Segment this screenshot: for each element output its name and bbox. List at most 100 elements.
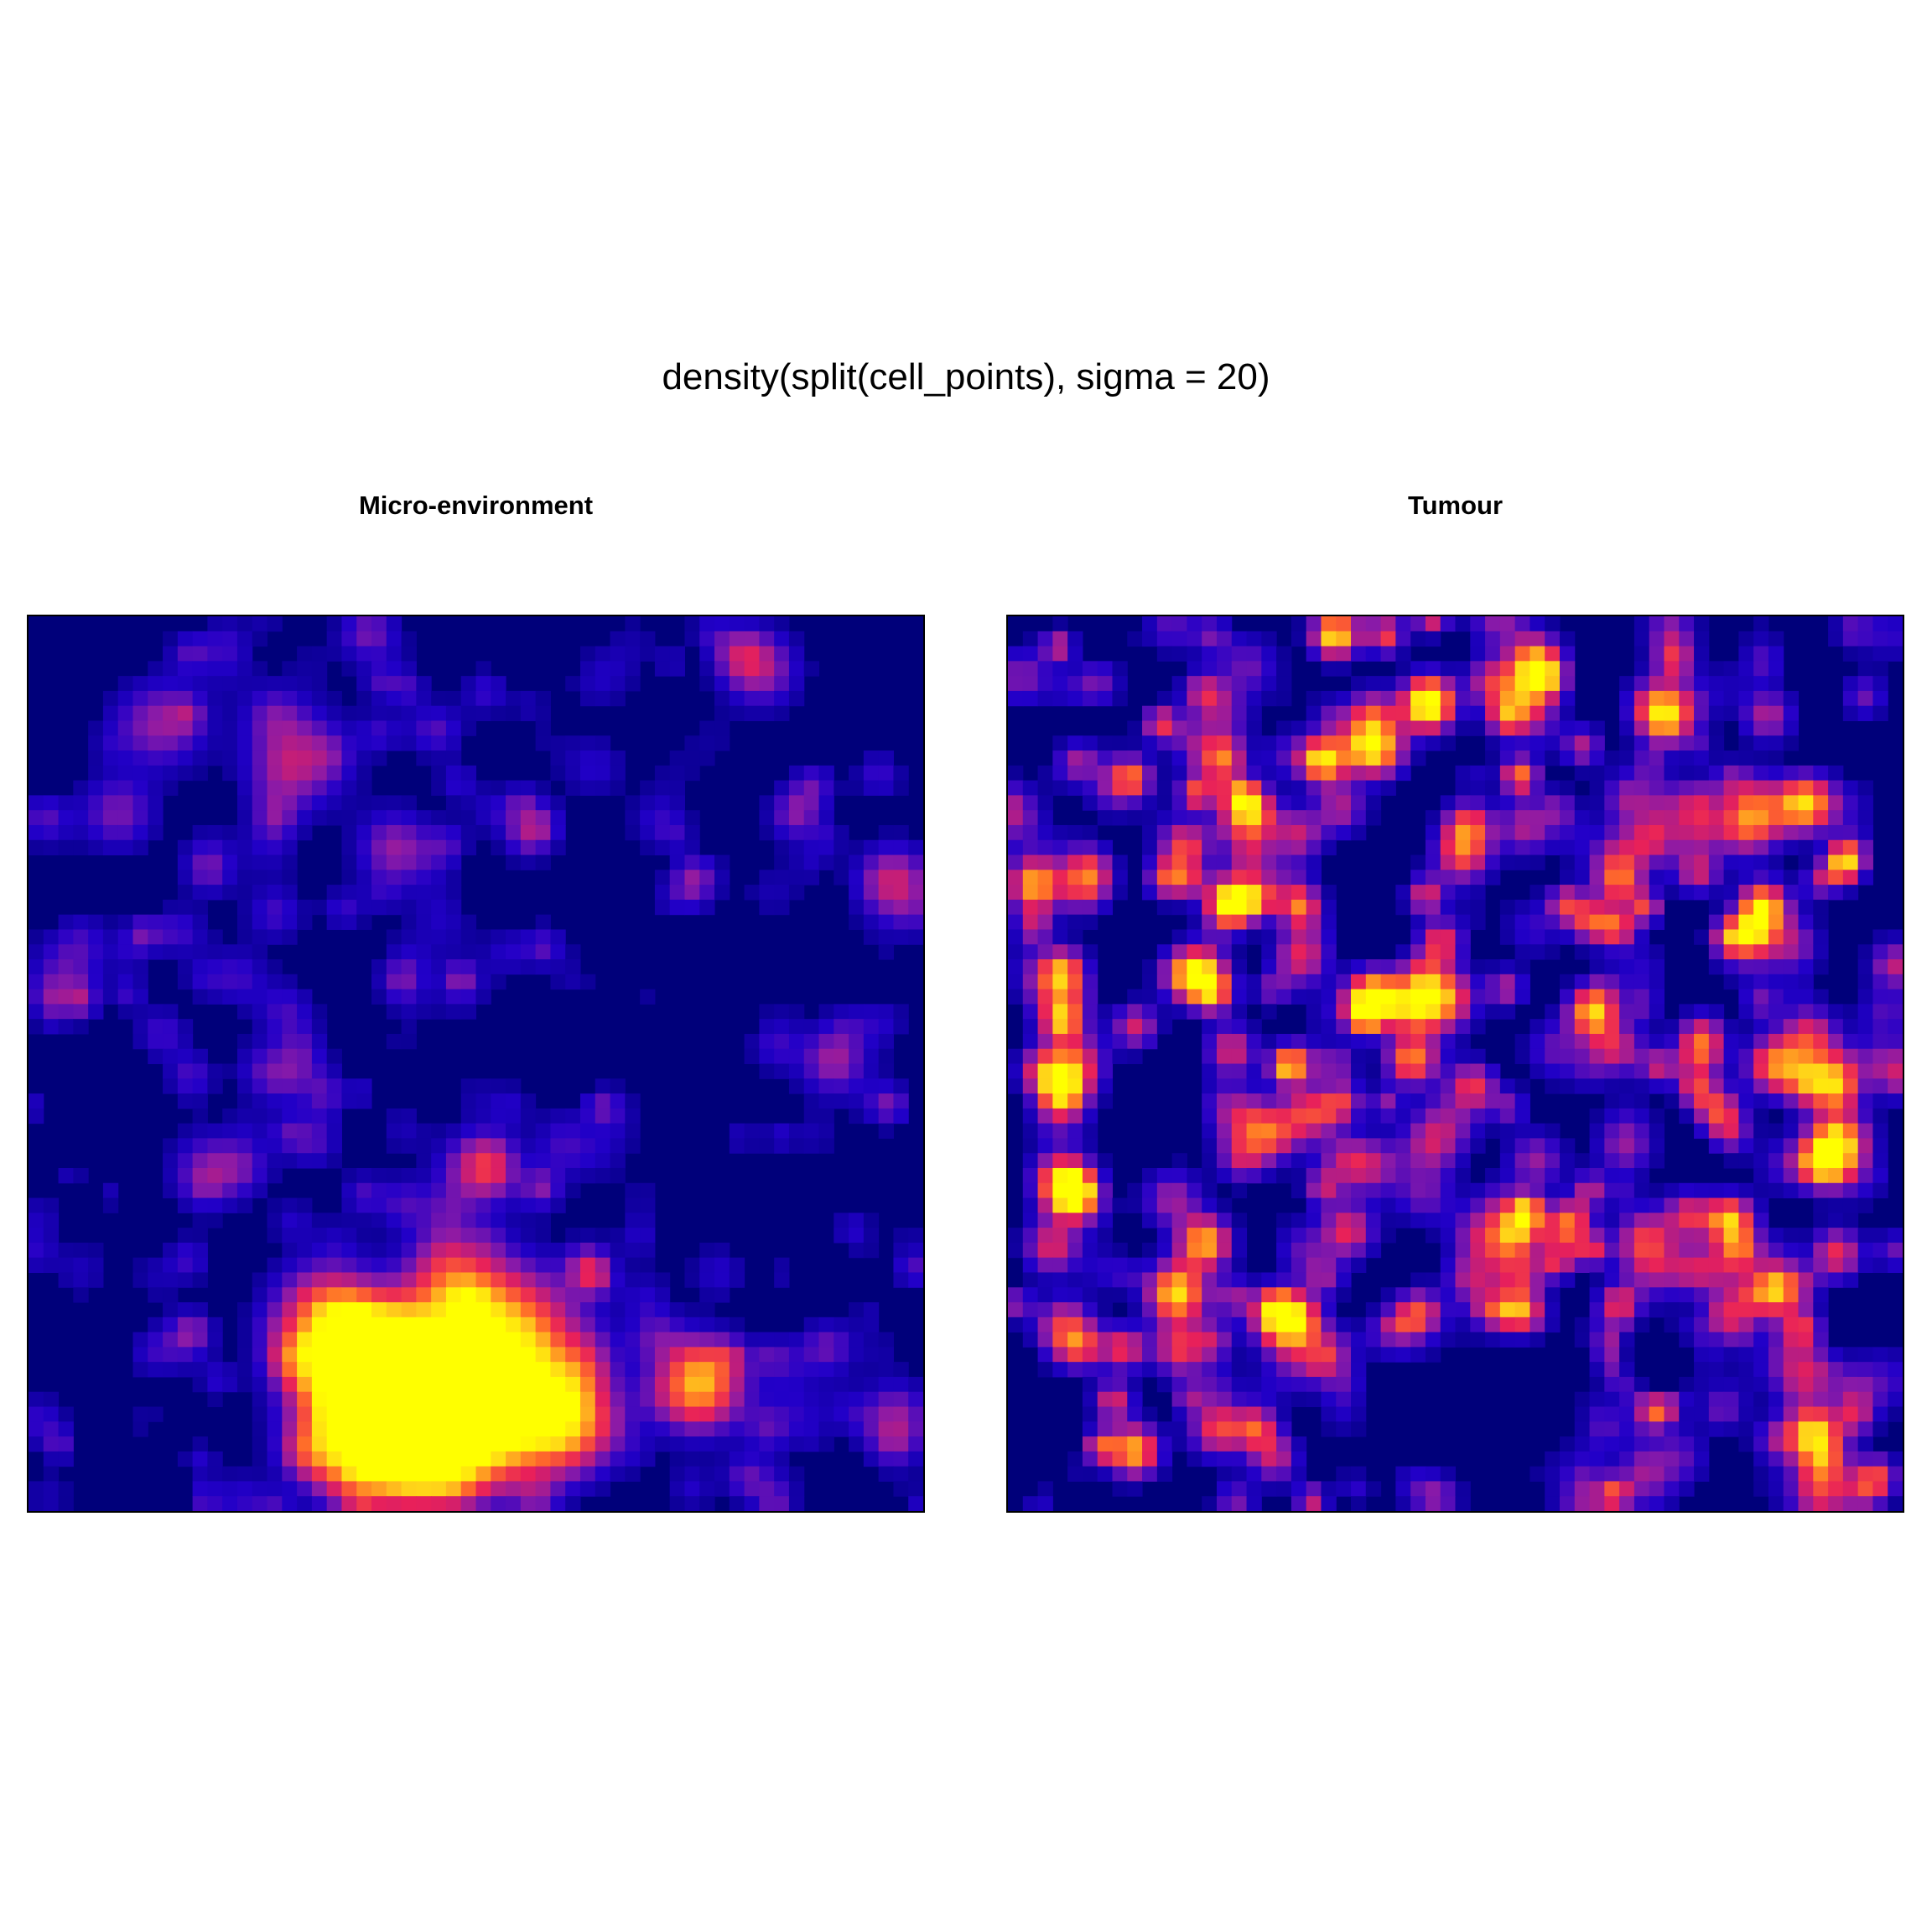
heatmap-cell	[908, 1421, 923, 1437]
heatmap-cell	[1321, 1406, 1337, 1422]
heatmap-cell	[1768, 735, 1784, 751]
heatmap-cell	[445, 1287, 462, 1303]
heatmap-cell	[1365, 1332, 1382, 1348]
heatmap-cell	[1619, 870, 1635, 886]
heatmap-cell	[43, 824, 60, 841]
heatmap-cell	[29, 1406, 44, 1422]
heatmap-cell	[341, 899, 357, 916]
heatmap-cell	[908, 1406, 923, 1422]
heatmap-cell	[1410, 1093, 1426, 1109]
heatmap-cell	[1619, 720, 1635, 736]
heatmap-cell	[1425, 1481, 1441, 1497]
heatmap-cell	[1499, 839, 1516, 856]
heatmap-cell	[1455, 1093, 1471, 1109]
heatmap-cell	[1545, 1302, 1561, 1318]
heatmap-cell	[1619, 1228, 1635, 1244]
heatmap-cell	[1202, 1019, 1218, 1035]
heatmap-cell	[1530, 944, 1545, 960]
heatmap-cell	[520, 1332, 537, 1348]
heatmap-cell	[1365, 1213, 1382, 1228]
heatmap-cell	[58, 1242, 74, 1259]
heatmap-cell	[1156, 1436, 1173, 1452]
heatmap-cell	[29, 795, 44, 811]
heatmap-cell	[1395, 1332, 1411, 1348]
heatmap-cell	[1067, 914, 1083, 930]
heatmap-cell	[1589, 1078, 1605, 1094]
heatmap-cell	[88, 839, 104, 856]
heatmap-cell	[1246, 1078, 1262, 1094]
heatmap-cell	[1888, 1033, 1903, 1050]
heatmap-cell	[1872, 1466, 1888, 1482]
heatmap-cell	[475, 1347, 491, 1363]
heatmap-cell	[1052, 780, 1068, 796]
heatmap-cell	[1545, 780, 1561, 796]
heatmap-cell	[744, 1362, 760, 1378]
heatmap-cell	[640, 1376, 656, 1393]
heatmap-cell	[445, 750, 462, 766]
heatmap-cell	[1455, 1496, 1471, 1511]
heatmap-cell	[1261, 1302, 1277, 1318]
heatmap-cell	[1097, 1213, 1114, 1228]
heatmap-cell	[1112, 1033, 1128, 1050]
heatmap-cell	[1127, 1317, 1143, 1333]
heatmap-cell	[1365, 810, 1382, 826]
heatmap-cell	[595, 1153, 611, 1169]
heatmap-cell	[1559, 1078, 1576, 1094]
heatmap-cell	[1619, 1421, 1635, 1437]
heatmap-cell	[1842, 1391, 1859, 1408]
heatmap-cell	[1708, 1257, 1725, 1274]
heatmap-cell	[356, 646, 372, 662]
heatmap-cell	[1082, 1242, 1098, 1259]
heatmap-cell	[1470, 780, 1486, 796]
heatmap-cell	[267, 1272, 283, 1288]
heatmap-cell	[1142, 870, 1158, 886]
heatmap-cell	[148, 1332, 164, 1348]
heatmap-cell	[192, 631, 208, 647]
heatmap-cell	[1738, 1228, 1754, 1244]
heatmap-cell	[1828, 1078, 1844, 1094]
heatmap-cell	[282, 1347, 298, 1363]
heatmap-cell	[282, 885, 298, 901]
heatmap-cell	[1813, 1048, 1829, 1065]
heatmap-cell	[1499, 1213, 1516, 1228]
heatmap-cell	[1082, 885, 1098, 901]
heatmap-cell	[1619, 1272, 1635, 1288]
heatmap-cell	[386, 616, 402, 632]
heatmap-cell	[341, 1093, 357, 1109]
heatmap-cell	[506, 854, 522, 870]
heatmap-cell	[550, 1138, 566, 1154]
heatmap-cell	[445, 1153, 462, 1169]
heatmap-cell	[520, 1302, 537, 1318]
heatmap-cell	[1619, 750, 1635, 766]
heatmap-cell	[207, 631, 223, 647]
heatmap-cell	[759, 616, 775, 632]
heatmap-cell	[236, 854, 253, 870]
heatmap-cell	[117, 750, 134, 766]
heatmap-cell	[1022, 1317, 1039, 1333]
heatmap-cell	[1261, 1481, 1277, 1497]
heatmap-cell	[1202, 929, 1218, 945]
heatmap-cell	[684, 1436, 700, 1452]
heatmap-cell	[1559, 1436, 1576, 1452]
heatmap-cell	[1455, 914, 1471, 930]
heatmap-cell	[1261, 1451, 1277, 1467]
heatmap-cell	[460, 824, 477, 841]
heatmap-cell	[893, 839, 909, 856]
heatmap-cell	[669, 1421, 686, 1437]
heatmap-cell	[475, 1421, 491, 1437]
heatmap-cell	[1097, 750, 1114, 766]
heatmap-cell	[1633, 1063, 1650, 1079]
heatmap-cell	[1261, 1048, 1277, 1065]
heatmap-cell	[1216, 1466, 1233, 1482]
heatmap-cell	[297, 705, 313, 722]
heatmap-cell	[1514, 1123, 1530, 1139]
heatmap-cell	[1231, 1496, 1248, 1511]
heatmap-cell	[863, 1376, 880, 1393]
heatmap-cell	[1664, 1213, 1680, 1228]
heatmap-cell	[1455, 839, 1471, 856]
heatmap-cell	[431, 959, 447, 975]
heatmap-cell	[236, 780, 253, 796]
heatmap-cell	[654, 1287, 671, 1303]
heatmap-cell	[520, 1451, 537, 1467]
heatmap-cell	[1857, 616, 1873, 632]
